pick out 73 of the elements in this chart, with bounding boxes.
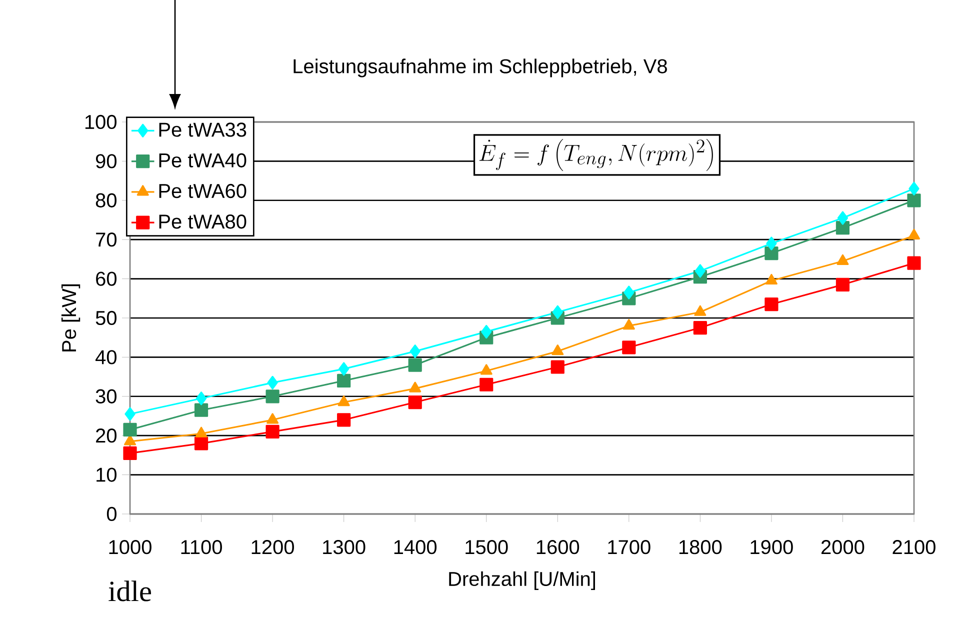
point	[552, 344, 564, 356]
y-tick-label: 90	[96, 154, 116, 168]
point	[480, 364, 492, 375]
legend-label: Pe tWA40	[159, 153, 246, 168]
point	[338, 362, 350, 376]
y-tick-label: 60	[96, 272, 116, 286]
x-tick-label: 1800	[679, 540, 722, 554]
point	[267, 376, 278, 390]
point	[908, 182, 920, 196]
x-tick-label: 1500	[466, 540, 508, 554]
x-tick-label: 1300	[323, 540, 366, 554]
x-tick-label: 1100	[181, 540, 222, 554]
y-tick-label: 70	[96, 232, 116, 247]
x-tick-label: 1000	[109, 540, 152, 554]
y-tick-label: 50	[96, 310, 116, 326]
y-tick-label: 80	[96, 193, 116, 208]
x-tick-label: 1700	[608, 540, 650, 554]
point	[194, 436, 208, 450]
y-tick-label: 40	[96, 350, 116, 364]
point	[194, 403, 208, 417]
point	[266, 413, 279, 424]
point	[408, 395, 422, 410]
y-tick-label: 30	[96, 389, 116, 404]
point	[338, 395, 350, 406]
point	[693, 320, 707, 335]
point	[196, 392, 207, 406]
point	[337, 413, 351, 427]
point	[123, 446, 137, 460]
point	[837, 211, 848, 225]
point	[624, 286, 634, 300]
point	[266, 390, 280, 404]
point	[694, 264, 706, 278]
y-tick-label: 10	[96, 468, 116, 482]
x-tick-label: 1600	[536, 540, 580, 554]
point	[907, 256, 921, 270]
x-axis-title: Drehzahl [U/Min]	[449, 571, 595, 590]
chart-title: Leistungsaufnahme im Schleppbetrieb, V8	[294, 58, 667, 78]
point	[836, 278, 850, 292]
point	[481, 324, 492, 339]
point	[764, 246, 778, 260]
point	[410, 344, 420, 358]
x-tick-label: 1900	[750, 540, 793, 554]
text: idle	[108, 580, 151, 602]
y-axis-title: Pe [kW]	[61, 284, 80, 352]
x-tick-label: 1200	[252, 540, 294, 554]
x-tick-label: 2100	[892, 540, 936, 554]
point	[480, 378, 494, 392]
point	[907, 194, 921, 208]
point	[764, 297, 778, 312]
point	[765, 274, 778, 285]
x-tick-label: 1400	[394, 540, 437, 554]
point	[408, 358, 422, 372]
legend-label: Pe tWA33	[159, 122, 246, 137]
legend-label: Pe tWA80	[159, 214, 246, 229]
point	[266, 424, 280, 438]
annotation: $\dot{E}_f = f\left(T_{eng}, N(rpm)^2\right)$	[479, 138, 713, 171]
x-tick-label: 2000	[821, 540, 864, 554]
point	[622, 319, 635, 330]
point	[836, 221, 850, 235]
y-tick-label: 0	[106, 506, 116, 522]
point	[195, 426, 208, 438]
point	[766, 236, 777, 250]
point	[694, 305, 706, 316]
point	[123, 422, 137, 437]
legend-label: Pe tWA60	[159, 184, 246, 198]
point	[550, 360, 564, 374]
y-tick-label: 20	[96, 428, 116, 443]
point	[124, 407, 136, 421]
point	[552, 305, 563, 319]
point	[622, 340, 636, 354]
y-tick-label: 100	[85, 114, 116, 130]
point	[409, 382, 422, 392]
point	[337, 374, 351, 388]
